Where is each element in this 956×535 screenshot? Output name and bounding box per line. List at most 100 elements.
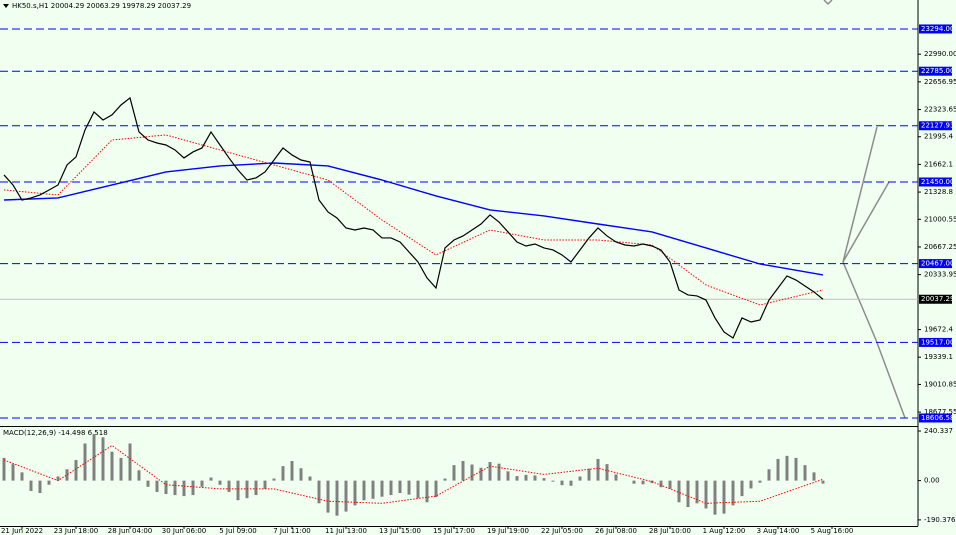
macd-bar	[416, 480, 420, 499]
macd-bar	[137, 470, 141, 481]
macd-bar	[434, 480, 438, 498]
macd-bar	[605, 464, 609, 481]
x-tick-label: 5 Aug 16:00	[811, 527, 854, 535]
x-tick-label: 15 Jul 17:00	[433, 527, 475, 535]
macd-bar	[83, 443, 87, 481]
macd-bar	[659, 480, 663, 488]
macd-bar	[794, 457, 798, 481]
macd-bar	[299, 468, 303, 481]
macd-bar	[506, 471, 510, 481]
level-box	[919, 24, 952, 34]
level-label: 20467.00	[921, 260, 954, 268]
macd-bar	[200, 480, 204, 487]
x-tick-label: 13 Jul 15:00	[379, 527, 421, 535]
x-tick-label: 21 Jun 2022	[1, 527, 43, 535]
x-tick-label: 5 Jul 09:00	[219, 527, 257, 535]
macd-bar	[2, 457, 6, 481]
level-label: 22127.93	[921, 122, 954, 130]
macd-bar	[344, 480, 348, 512]
y-tick-label: 22323.65	[924, 105, 956, 113]
macd-bar	[182, 480, 186, 497]
level-label: 21450.00	[921, 178, 954, 186]
macd-bar	[542, 478, 546, 481]
macd-bar	[470, 464, 474, 481]
macd-bar	[479, 467, 483, 481]
last-price-box	[919, 294, 952, 304]
macd-bar	[587, 468, 591, 481]
macd-bar	[569, 480, 573, 486]
level-label: 22785.00	[921, 67, 954, 75]
macd-bar	[389, 480, 393, 496]
macd-bar	[263, 480, 267, 489]
macd-bar	[353, 480, 357, 506]
y-tick-label: 22656.95	[924, 78, 956, 86]
macd-bar	[92, 434, 96, 481]
macd-bar	[821, 480, 825, 484]
macd-bar	[290, 461, 294, 481]
macd-bar	[686, 480, 690, 508]
y-tick-label: -190.376	[924, 516, 956, 524]
macd-bar	[407, 480, 411, 495]
y-tick-label: 19672.4	[924, 326, 953, 334]
y-tick-label: 21995.4	[924, 133, 953, 141]
x-tick-label: 7 Jul 11:00	[273, 527, 311, 535]
macd-bar	[281, 466, 285, 481]
moving-average	[3, 134, 824, 306]
y-tick-label: 22990.00	[924, 50, 956, 58]
macd-bar	[749, 480, 753, 489]
macd-bar	[515, 476, 519, 481]
macd-bar	[497, 463, 501, 481]
macd-bar	[461, 461, 465, 481]
macd-bar	[704, 480, 708, 509]
macd-bar	[524, 474, 528, 481]
level-label: 18606.58	[921, 414, 954, 422]
macd-bar	[11, 464, 15, 481]
arrow	[823, 0, 833, 6]
x-tick-label: 26 Jul 08:00	[595, 527, 637, 535]
x-tick-label: 23 Jun 18:00	[54, 527, 98, 535]
macd-bar	[119, 457, 123, 481]
level-box	[919, 259, 952, 269]
macd-bar	[785, 455, 789, 481]
macd-bar	[380, 480, 384, 497]
macd-bar	[443, 478, 447, 481]
moving-average	[3, 162, 824, 276]
level-box	[919, 177, 952, 187]
macd-bar	[695, 480, 699, 504]
macd-bar	[578, 476, 582, 481]
macd-bar	[209, 477, 213, 481]
macd-bar	[326, 480, 330, 513]
macd-bar	[452, 465, 456, 481]
macd-bar	[236, 480, 240, 501]
level-box	[919, 121, 952, 131]
macd-bar	[254, 480, 258, 496]
y-tick-label: 19010.85	[924, 380, 956, 388]
x-tick-label: 28 Jul 10:00	[649, 527, 691, 535]
macd-bar	[560, 480, 564, 486]
arrow	[842, 261, 906, 419]
macd-bar	[362, 480, 366, 501]
macd-bar	[812, 472, 816, 481]
x-tick-label: 11 Jul 13:00	[325, 527, 367, 535]
macd-bar	[128, 443, 132, 481]
macd-bar	[803, 465, 807, 481]
macd-bar	[146, 480, 150, 487]
macd-bar	[29, 480, 33, 491]
macd-bar	[551, 480, 555, 482]
y-tick-label: 21662.1	[924, 160, 953, 168]
macd-bar	[164, 480, 168, 495]
macd-bar	[218, 480, 222, 485]
macd-bar	[74, 459, 78, 481]
last-price-label: 20037.29	[921, 295, 954, 303]
y-tick-label: 21000.55	[924, 215, 956, 223]
menu-icon	[3, 4, 9, 8]
macd-bar	[668, 480, 672, 489]
price-line	[3, 96, 824, 339]
indicator-title: MACD(12,26,9) -14.498 6.518	[3, 429, 108, 437]
macd-bar	[758, 480, 762, 483]
macd-bar	[425, 480, 429, 503]
macd-bar	[677, 480, 681, 503]
macd-bar	[533, 475, 537, 481]
macd-bar	[47, 480, 51, 485]
